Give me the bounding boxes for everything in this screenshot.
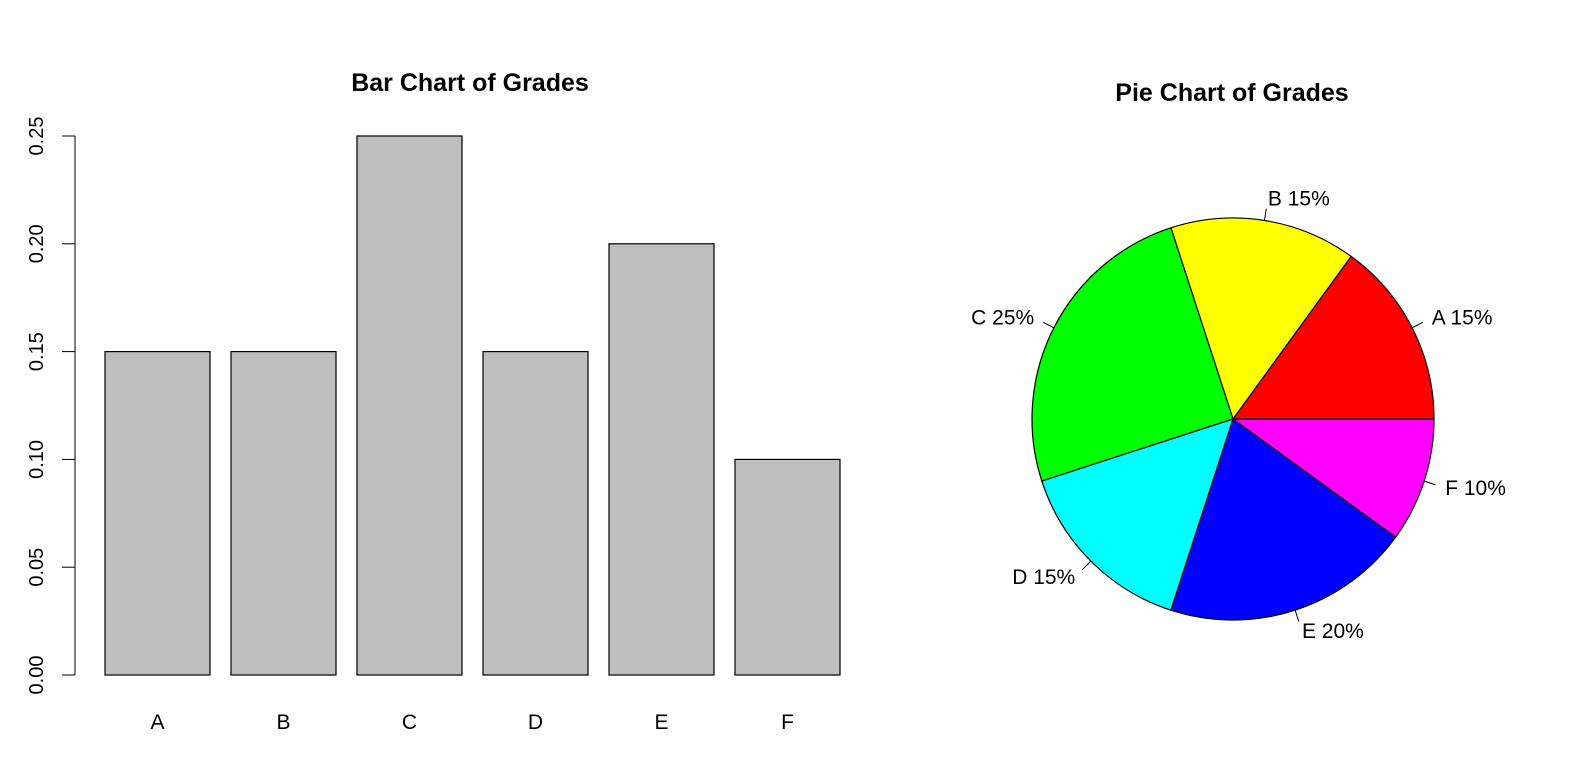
pie-chart-labels: A 15% B 15% C 25% D 15% E 20% F 10% — [971, 188, 1506, 644]
pie-slice-label: B 15% — [1268, 188, 1330, 211]
pie-slice-B — [1170, 217, 1352, 421]
y-tick-label: 0.05 — [26, 548, 48, 587]
x-category-label: D — [528, 711, 543, 734]
pie-chart-slices — [1031, 217, 1435, 621]
x-category-label: C — [402, 711, 417, 734]
pie-chart: Pie Chart of Grades A 15% B 15% C 25% D 15%… — [971, 79, 1506, 643]
bar-chart: Bar Chart of Grades 0.00 0.05 0.10 0.15 0.20… — [26, 69, 841, 734]
pie-slice-label: E 20% — [1302, 620, 1364, 643]
x-category-label: A — [150, 711, 164, 734]
x-category-label: E — [654, 711, 668, 734]
y-tick-label: 0.00 — [26, 656, 48, 695]
y-tick-label: 0.25 — [26, 117, 48, 156]
pie-label-tick — [1424, 480, 1436, 486]
pie-slice-label: F 10% — [1445, 477, 1506, 500]
pie-slice-label: A 15% — [1432, 307, 1493, 330]
y-tick-label: 0.20 — [26, 224, 48, 263]
bar-A — [104, 351, 211, 676]
bar-chart-title: Bar Chart of Grades — [351, 69, 589, 97]
x-category-label: B — [276, 711, 290, 734]
bar-C — [356, 135, 463, 676]
pie-slice-D — [1041, 418, 1234, 611]
pie-label-tick — [1294, 610, 1300, 622]
pie-slice-label: C 25% — [971, 307, 1034, 330]
bar-chart-x-labels: A B C D E F — [150, 711, 793, 734]
bar-chart-bars — [104, 135, 841, 676]
bar-F — [734, 458, 841, 676]
pie-label-tick — [1411, 321, 1424, 329]
pie-label-tick — [1081, 560, 1092, 571]
pie-chart-title: Pie Chart of Grades — [1115, 79, 1348, 107]
pie-slice-F — [1231, 418, 1435, 538]
bar-E — [608, 243, 715, 676]
pie-label-tick — [1042, 321, 1055, 329]
bar-chart-y-axis: 0.00 0.05 0.10 0.15 0.20 0.25 — [26, 117, 76, 695]
bar-D — [482, 351, 589, 676]
pie-label-tick — [1263, 208, 1267, 221]
pie-slice-A — [1231, 255, 1435, 420]
bar-B — [230, 351, 337, 676]
pie-slice-C — [1031, 227, 1234, 482]
y-tick-label: 0.15 — [26, 332, 48, 371]
x-category-label: F — [781, 711, 794, 734]
pie-slice-E — [1170, 418, 1397, 621]
pie-slice-label: D 15% — [1012, 566, 1075, 589]
y-tick-label: 0.10 — [26, 440, 48, 479]
